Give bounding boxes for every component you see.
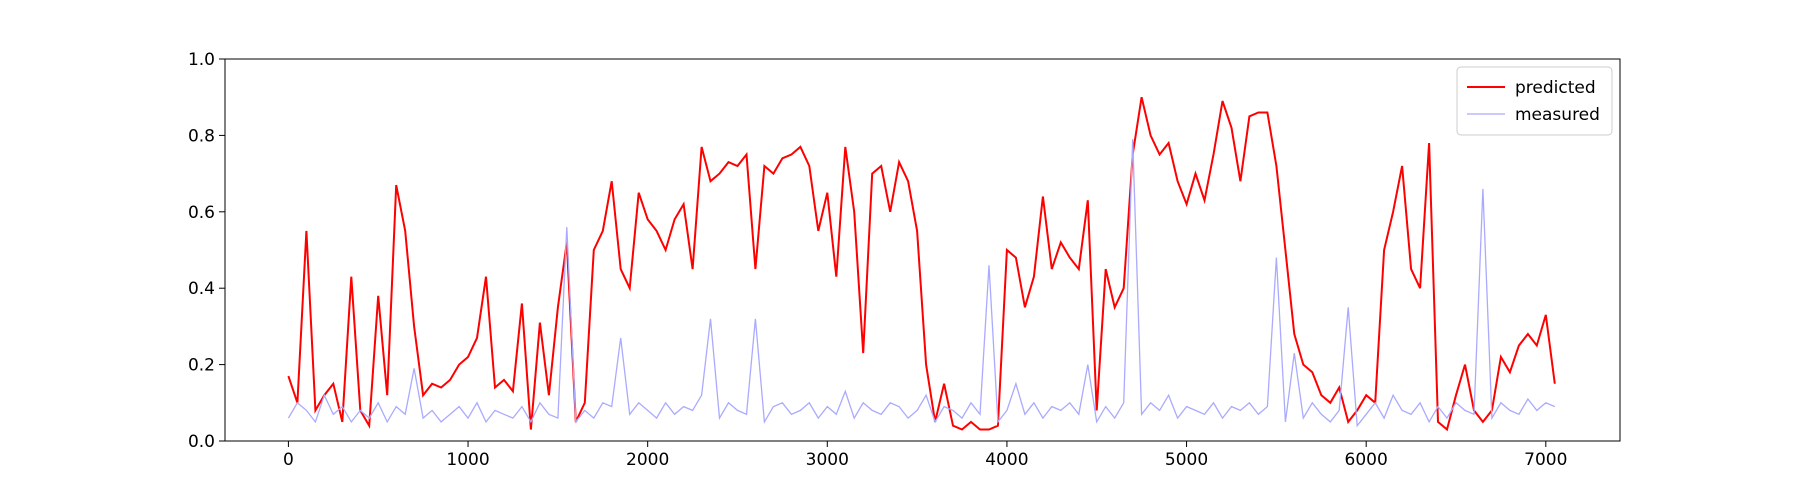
legend-label: predicted	[1515, 78, 1596, 98]
legend-label: measured	[1515, 105, 1600, 125]
y-tick-label: 0.8	[188, 126, 215, 146]
x-tick-label: 1000	[446, 450, 489, 470]
y-tick-label: 0.2	[188, 356, 215, 376]
plot-frame	[224, 58, 1621, 442]
x-tick-label: 7000	[1524, 450, 1567, 470]
x-tick-label: 0	[283, 450, 294, 470]
x-tick-label: 5000	[1165, 450, 1208, 470]
y-tick-label: 0.0	[188, 432, 215, 452]
y-tick-label: 0.6	[188, 203, 215, 223]
x-tick-label: 4000	[985, 450, 1028, 470]
legend-box	[1456, 66, 1613, 136]
series-line	[287, 139, 1556, 428]
y-tick-label: 0.4	[188, 279, 215, 299]
x-tick-label: 6000	[1345, 450, 1388, 470]
x-tick-label: 2000	[626, 450, 669, 470]
y-tick-label: 1.0	[188, 50, 215, 70]
x-tick-label: 3000	[806, 450, 849, 470]
series-line	[287, 96, 1556, 432]
